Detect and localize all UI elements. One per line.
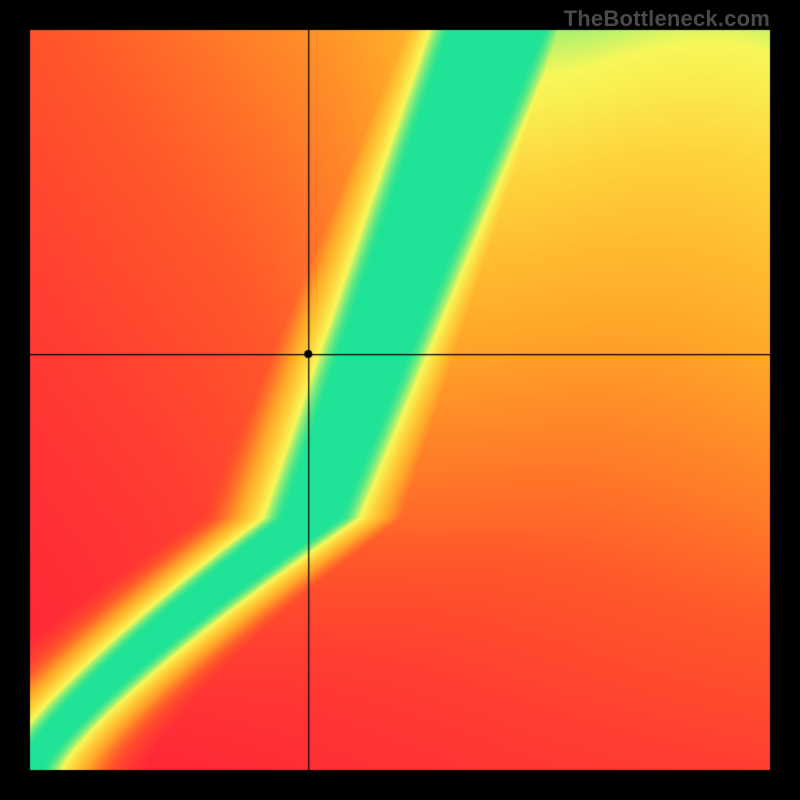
watermark-text: TheBottleneck.com	[564, 6, 770, 32]
chart-frame: TheBottleneck.com	[0, 0, 800, 800]
bottleneck-heatmap	[0, 0, 800, 800]
